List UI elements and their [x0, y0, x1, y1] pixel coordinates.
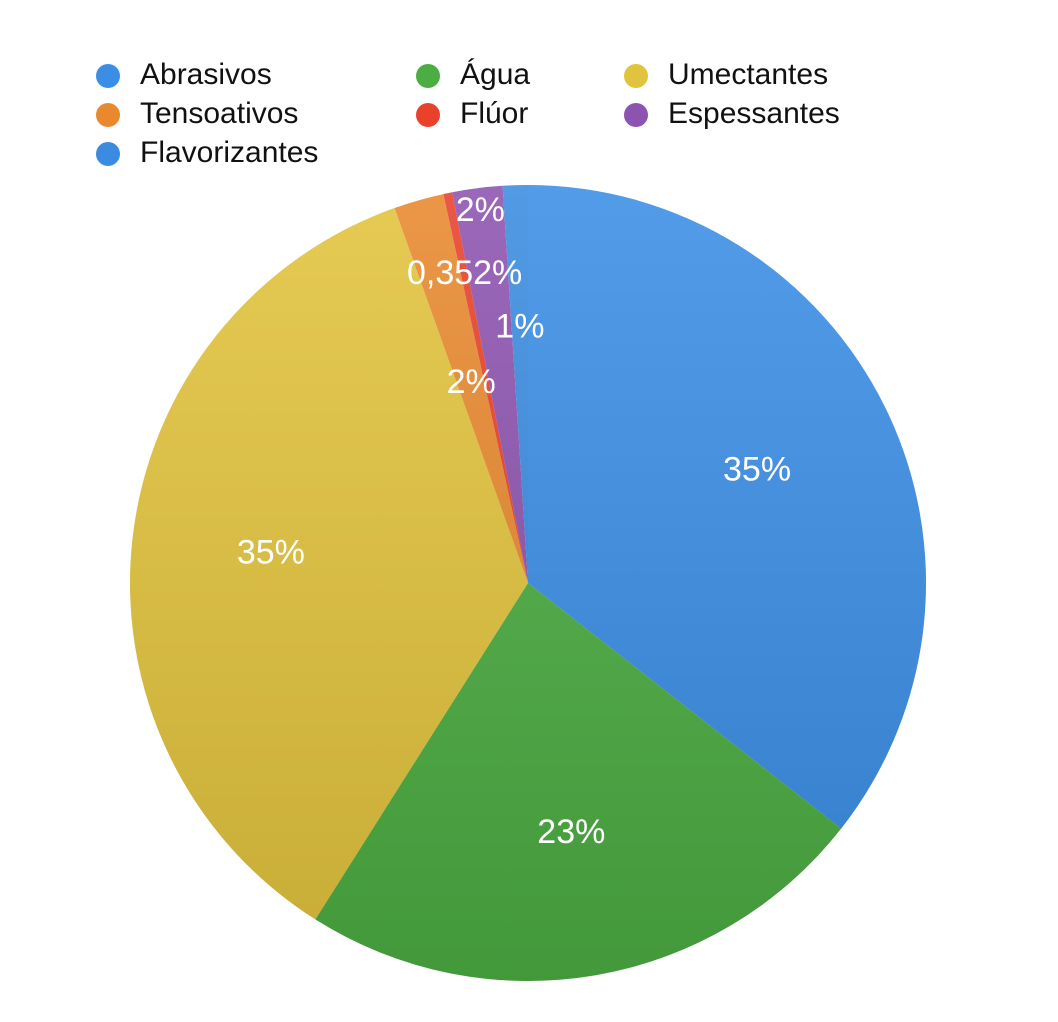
- data-label: 35%: [237, 533, 305, 571]
- data-label: 2%: [447, 363, 496, 401]
- legend-label: Água: [460, 58, 530, 91]
- data-label: 1%: [495, 307, 544, 345]
- data-label: 2%: [456, 191, 505, 229]
- legend-marker: [416, 103, 440, 127]
- labels: 35% 23% 35% 2% 0,352% 2% 1%: [237, 191, 791, 851]
- legend-marker: [416, 64, 440, 88]
- legend-marker: [96, 64, 120, 88]
- legend-label: Espessantes: [668, 97, 840, 130]
- legend-marker: [624, 103, 648, 127]
- data-label: 35%: [723, 451, 791, 489]
- legend: Abrasivos Água Umectantes Tensoativos Flúor E…: [96, 58, 840, 169]
- legend-marker: [96, 142, 120, 166]
- legend-label: Tensoativos: [140, 97, 298, 130]
- legend-label: Abrasivos: [140, 58, 272, 91]
- legend-marker: [624, 64, 648, 88]
- pie: [130, 185, 927, 981]
- legend-label: Flavorizantes: [140, 136, 318, 169]
- legend-label: Flúor: [460, 97, 528, 130]
- data-label: 0,352%: [407, 254, 522, 292]
- legend-marker: [96, 103, 120, 127]
- legend-label: Umectantes: [668, 58, 828, 91]
- data-label: 23%: [537, 813, 605, 851]
